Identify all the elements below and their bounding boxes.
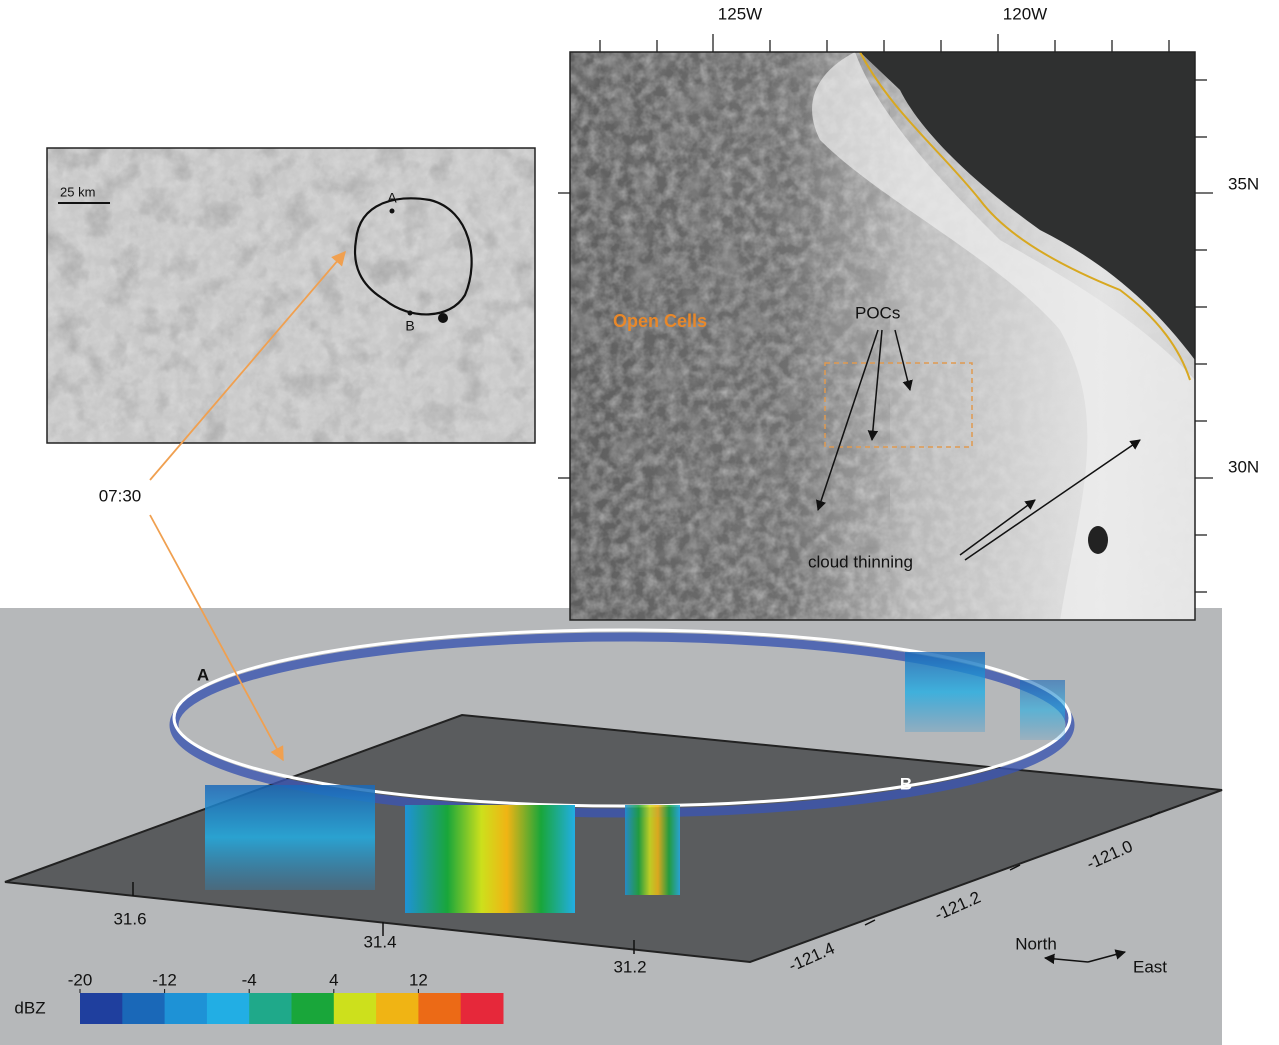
colorbar-segment — [461, 993, 504, 1024]
satellite-image — [570, 52, 1195, 620]
colorbar-segment — [376, 993, 419, 1024]
colorbar-label: dBZ — [14, 998, 45, 1017]
lat-tick-label: 31.4 — [363, 932, 396, 951]
time-label: 07:30 — [99, 486, 142, 505]
colorbar-segment — [207, 993, 250, 1024]
colorbar-tick-label: -12 — [152, 970, 177, 989]
radar-point-a: A — [197, 665, 209, 684]
figure: 125W 120W 35N 30N Open Cells POCs cloud … — [0, 0, 1279, 1045]
lon-label: 125W — [718, 4, 762, 23]
inset-point-b: B — [405, 318, 414, 334]
colorbar-tick-label: 4 — [329, 970, 338, 989]
lat-label: 35N — [1228, 174, 1259, 193]
lat-label: 30N — [1228, 457, 1259, 476]
lat-tick-label: 31.6 — [113, 909, 146, 928]
scale-label: 25 km — [60, 184, 95, 199]
colorbar-segment — [418, 993, 461, 1024]
colorbar-segment — [165, 993, 208, 1024]
compass-north: North — [1015, 934, 1057, 953]
colorbar-segment — [249, 993, 292, 1024]
colorbar-segment — [122, 993, 165, 1024]
colorbar-segment — [334, 993, 377, 1024]
colorbar-segment — [292, 993, 335, 1024]
compass-east: East — [1133, 957, 1167, 976]
inset-point-a: A — [387, 190, 397, 206]
pocs-label: POCs — [855, 303, 900, 322]
inset-image — [47, 148, 535, 443]
open-cells-label: Open Cells — [613, 311, 707, 331]
colorbar-segment — [80, 993, 123, 1024]
radar-point-b: B — [900, 774, 912, 793]
cloud-thinning-label: cloud thinning — [808, 552, 913, 571]
lat-tick-label: 31.2 — [613, 957, 646, 976]
colorbar-tick-label: -4 — [242, 970, 257, 989]
lon-label: 120W — [1003, 4, 1047, 23]
colorbar-tick-label: 12 — [409, 970, 428, 989]
colorbar-tick-label: -20 — [68, 970, 93, 989]
